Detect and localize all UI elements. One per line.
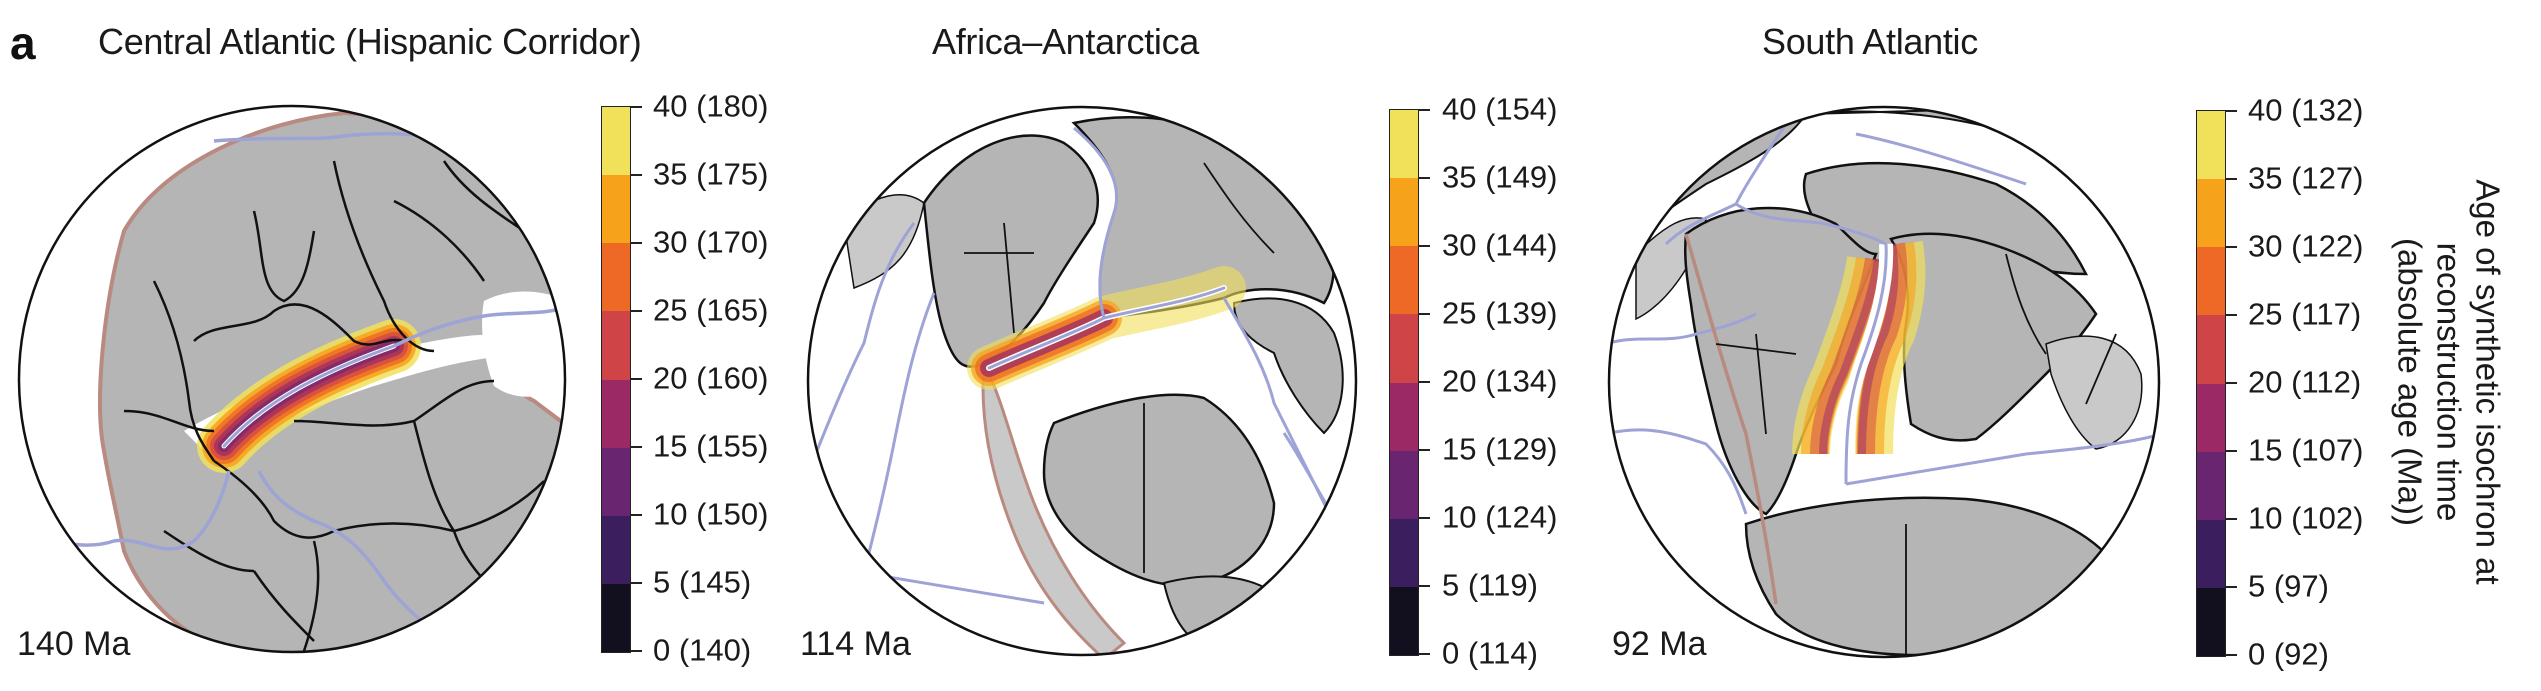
colorbar-bin-15-20 xyxy=(602,379,630,448)
colorbar-bin-30-35 xyxy=(1390,178,1418,247)
colorbar-bin-35-40 xyxy=(1390,110,1418,179)
colorbar-tick-label: 40 (154) xyxy=(1442,91,1558,127)
colorbar-south-atlantic xyxy=(2196,110,2226,657)
colorbar-tick-label: 40 (132) xyxy=(2248,92,2364,128)
colorbar-axis-label-line-3: (absolute age (Ma)) xyxy=(2391,238,2429,526)
landmass-south-america xyxy=(922,134,1099,368)
colorbar-tick-label: 35 (149) xyxy=(1442,159,1558,195)
colorbar-tick-label: 15 (155) xyxy=(653,428,769,464)
colorbar-tick-label: 25 (165) xyxy=(653,292,769,328)
landmass-antarctica xyxy=(1744,496,2108,657)
colorbar-tick-label: 5 (119) xyxy=(1442,567,1538,603)
colorbar-bin-30-35 xyxy=(602,175,630,244)
colorbar-bin-20-25 xyxy=(2197,315,2225,384)
colorbar-bin-20-25 xyxy=(1390,314,1418,383)
colorbar-tick-label: 15 (107) xyxy=(2248,432,2364,468)
colorbar-tick-label: 5 (145) xyxy=(653,564,752,600)
ocean-tethys xyxy=(482,291,565,397)
subduction-margin xyxy=(1684,233,1778,605)
colorbar-bin-10-15 xyxy=(2197,451,2225,520)
landmass-australia xyxy=(1162,575,1278,655)
colorbar-bin-0-5 xyxy=(1390,586,1418,655)
globe-map-central-atlantic xyxy=(17,104,567,654)
colorbar-bin-25-30 xyxy=(1390,246,1418,315)
colorbar-bin-0-5 xyxy=(602,583,630,652)
panel-title-africa-antarctica: Africa–Antarctica xyxy=(932,21,1200,62)
colorbar-tick-label: 20 (112) xyxy=(2248,364,2362,400)
coastlines xyxy=(964,162,1275,573)
colorbar-axis-label: Age of synthetic isochron at reconstruct… xyxy=(2391,179,2508,584)
colorbar-tick-label: 5 (97) xyxy=(2248,568,2329,604)
coastlines xyxy=(123,160,545,652)
colorbar-bin-25-30 xyxy=(2197,247,2225,316)
colorbar-tick-label: 10 (150) xyxy=(653,496,769,532)
colorbar-tick-label: 0 (92) xyxy=(2248,636,2329,672)
colorbar-tick-label: 20 (160) xyxy=(653,360,769,396)
globe-map-africa-antarctica xyxy=(806,105,1358,657)
colorbar-tick-label: 35 (175) xyxy=(653,156,769,192)
colorbar-tick-label: 20 (134) xyxy=(1442,363,1558,399)
colorbar-bin-35-40 xyxy=(2197,111,2225,180)
colorbar-tick-label: 30 (122) xyxy=(2248,228,2364,264)
landmass-india xyxy=(1232,297,1344,435)
time-label-140ma: 140 Ma xyxy=(17,625,131,663)
isochron-bands xyxy=(197,319,421,473)
colorbar-tick-label: 35 (127) xyxy=(2248,160,2364,196)
colorbar-axis-label-line-2: reconstruction time xyxy=(2430,242,2468,522)
panel-letter: a xyxy=(10,17,36,69)
colorbar-tick-label: 0 (140) xyxy=(653,632,752,668)
colorbar-bin-10-15 xyxy=(602,447,630,516)
ridges xyxy=(1609,123,2159,515)
colorbar-tick-label: 40 (180) xyxy=(653,88,769,124)
colorbar-bin-20-25 xyxy=(602,311,630,380)
colorbar-tick-label: 10 (102) xyxy=(2248,500,2364,536)
colorbar-bin-5-10 xyxy=(1390,518,1418,587)
colorbar-bin-30-35 xyxy=(2197,179,2225,248)
coastlines xyxy=(1715,253,2117,654)
colorbar-bin-10-15 xyxy=(1390,450,1418,519)
colorbar-bin-5-10 xyxy=(602,515,630,584)
colorbar-bin-25-30 xyxy=(602,243,630,312)
landmass-india xyxy=(2045,335,2143,450)
time-label-114ma: 114 Ma xyxy=(800,625,911,663)
panel-title-south-atlantic: South Atlantic xyxy=(1762,21,1978,62)
isochron-bands xyxy=(1792,240,1926,485)
ocean-gap xyxy=(184,334,514,461)
landmass-peninsula xyxy=(981,357,1127,655)
colorbar-tick-label: 30 (170) xyxy=(653,224,769,260)
colorbar-bin-0-5 xyxy=(2197,587,2225,656)
colorbar-tick-label: 10 (124) xyxy=(1442,499,1558,535)
colorbar-bin-15-20 xyxy=(2197,383,2225,452)
colorbar-tick-label: 0 (114) xyxy=(1442,635,1538,671)
colorbar-axis-label-line-1: Age of synthetic isochron at xyxy=(2469,179,2507,585)
colorbar-africa-antarctica xyxy=(1389,109,1419,656)
panel-title-central-atlantic: Central Atlantic (Hispanic Corridor) xyxy=(98,21,642,62)
time-label-92ma: 92 Ma xyxy=(1612,625,1707,663)
colorbar-central-atlantic xyxy=(601,106,631,653)
colorbar-bin-35-40 xyxy=(602,107,630,176)
colorbar-tick-label: 25 (117) xyxy=(2248,296,2362,332)
globe-map-south-atlantic xyxy=(1607,105,2161,659)
colorbar-tick-label: 25 (139) xyxy=(1442,295,1558,331)
colorbar-bin-15-20 xyxy=(1390,382,1418,451)
colorbar-tick-label: 30 (144) xyxy=(1442,227,1558,263)
colorbar-bin-5-10 xyxy=(2197,519,2225,588)
colorbar-tick-label: 15 (129) xyxy=(1442,431,1558,467)
